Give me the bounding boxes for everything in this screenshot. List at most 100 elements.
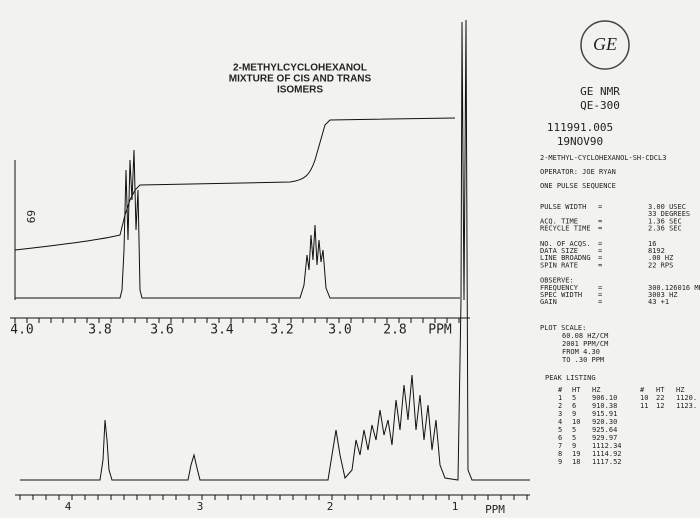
parameter: 1.36 SEC — [648, 217, 682, 225]
peak-cell: 6 — [572, 402, 576, 410]
peak-cell: 7 — [558, 442, 562, 450]
parameter: RECYCLE TIME — [540, 225, 591, 233]
header: QE-300 — [580, 99, 620, 112]
parameter: = — [598, 298, 602, 306]
header: 111991.005 — [547, 121, 613, 134]
peak-header: # — [558, 386, 563, 394]
peak-cell: 1120. — [676, 394, 697, 402]
peak-cell: 18 — [572, 458, 580, 466]
parameter: SPEC WIDTH — [540, 291, 582, 299]
parameter: = — [598, 203, 602, 211]
plot-scale: TO .30 PPM — [562, 356, 604, 364]
plot-scale: FROM 4.30 — [562, 348, 600, 356]
peak-cell: 929.97 — [592, 434, 617, 442]
parameter: SPIN RATE — [540, 261, 578, 269]
parameter: FREQUENCY — [540, 284, 579, 292]
peak-cell: 19 — [572, 450, 580, 458]
operator: OPERATOR: JOE RYAN — [540, 168, 616, 176]
peak-cell: 906.10 — [592, 394, 617, 402]
plot-scale: PLOT SCALE: — [540, 324, 586, 332]
axis-label: 3 — [197, 500, 204, 513]
parameter: DATA SIZE — [540, 247, 578, 255]
peak-cell: 3 — [558, 410, 562, 418]
axis-label: 3.6 — [150, 323, 173, 338]
peak-cell: 1 — [558, 394, 562, 402]
axis-label: PPM — [485, 503, 505, 516]
parameter: NO. OF ACQS. — [540, 240, 591, 248]
peak-header: # — [640, 386, 645, 394]
peak-cell: 6 — [558, 434, 562, 442]
parameter: 8192 — [648, 247, 665, 255]
peak-cell: 4 — [558, 418, 562, 426]
peak-cell: 10 — [640, 394, 648, 402]
parameter: 3003 HZ — [648, 291, 678, 299]
peak-header: HT — [572, 386, 581, 394]
upper-trace — [15, 149, 460, 299]
parameter: LINE BROADNG — [540, 254, 591, 262]
peak-cell: 8 — [558, 450, 562, 458]
header: 19NOV90 — [557, 135, 603, 148]
parameter: = — [598, 240, 602, 248]
sample-line: 2-METHYL-CYCLOHEXANOL-SH-CDCL3 — [540, 154, 666, 162]
parameter: = — [598, 284, 602, 292]
peak-cell: 22 — [656, 394, 664, 402]
sample-title: MIXTURE OF CIS AND TRANS — [229, 74, 372, 85]
parameter: GAIN — [540, 298, 557, 306]
parameter: 22 RPS — [648, 261, 673, 269]
integral-trace — [14, 117, 456, 251]
peak-cell: 5 — [558, 426, 562, 434]
axis-label: 3.2 — [270, 323, 293, 338]
peak-cell: 915.91 — [592, 410, 617, 418]
peak-cell: 1112.34 — [592, 442, 622, 450]
peak-cell: 1114.92 — [592, 450, 622, 458]
parameter: OBSERVE: — [540, 277, 574, 285]
parameter: 3.00 USEC — [648, 203, 686, 211]
peak-cell: 910.38 — [592, 402, 617, 410]
peak-cell: 9 — [558, 458, 562, 466]
parameter: 300.126016 MHZ — [648, 284, 700, 292]
peak-title: PEAK LISTING — [545, 374, 596, 382]
parameter: = — [598, 217, 602, 225]
logo-ring — [580, 20, 630, 70]
peak-header: HZ — [592, 386, 600, 394]
parameter: .00 HZ — [648, 254, 673, 262]
parameter: PULSE WIDTH — [540, 203, 586, 211]
axis-label: 1 — [452, 500, 459, 513]
axis-label: 3.0 — [328, 323, 351, 338]
peak-cell: 1117.52 — [592, 458, 622, 466]
axis-label: 3.8 — [88, 323, 111, 338]
parameter: 43 +1 — [648, 298, 669, 306]
parameter: = — [598, 225, 602, 233]
plot-scale: 2001 PPM/CM — [562, 340, 608, 348]
axis-label: 3.4 — [210, 323, 234, 338]
header: GE NMR — [580, 85, 620, 98]
plot-scale: 60.08 HZ/CM — [562, 332, 608, 340]
axis-label: 4.0 — [10, 323, 33, 338]
peak-cell: 9 — [572, 410, 576, 418]
parameter: 33 DEGREES — [648, 210, 690, 218]
peak-cell: 5 — [572, 426, 576, 434]
peak-header: HZ — [676, 386, 684, 394]
peak-cell: 12 — [656, 402, 664, 410]
peak-cell: 9 — [572, 442, 576, 450]
parameter: 16 — [648, 240, 656, 248]
peak-cell: 5 — [572, 394, 576, 402]
logo: GE — [593, 34, 617, 54]
peak-cell: 925.64 — [592, 426, 617, 434]
sample-title: ISOMERS — [277, 85, 323, 96]
lower-trace — [20, 19, 530, 481]
parameter: 2.36 SEC — [648, 225, 682, 233]
axis-label: 4 — [65, 500, 72, 513]
sample-title: 2-METHYLCYCLOHEXANOL — [233, 63, 367, 74]
margin-note: 69 — [24, 210, 37, 223]
parameter: = — [598, 254, 602, 262]
peak-cell: 5 — [572, 434, 576, 442]
parameter: = — [598, 291, 602, 299]
parameter: = — [598, 261, 602, 269]
peak-cell: 10 — [572, 418, 580, 426]
axis-label: 2.8 — [383, 323, 406, 338]
peak-cell: 2 — [558, 402, 562, 410]
